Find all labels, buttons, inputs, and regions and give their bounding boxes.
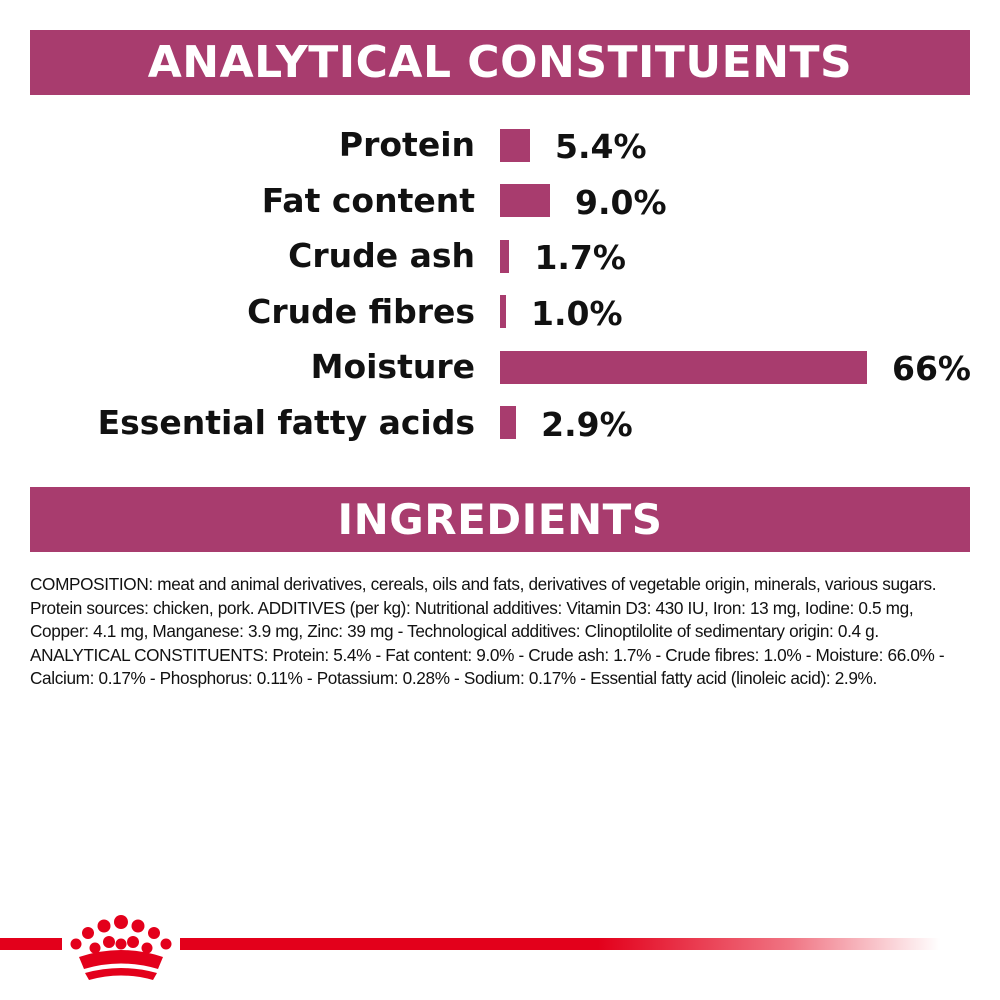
value-label-fat-content: 9.0% bbox=[575, 182, 667, 222]
bar-essential-fatty-acids bbox=[500, 406, 517, 439]
composition-text: COMPOSITION: meat and animal derivatives… bbox=[30, 574, 945, 688]
value-label-crude-fibres: 1.0% bbox=[531, 293, 623, 333]
value-label-protein: 5.4% bbox=[555, 127, 647, 166]
value-label-essential-fatty-acids: 2.9% bbox=[541, 404, 633, 444]
footer bbox=[0, 905, 1000, 985]
brand-stripe-right bbox=[180, 938, 940, 950]
category-label-essential-fatty-acids: Essential fatty acids bbox=[97, 402, 475, 442]
bar-crude-fibres bbox=[500, 295, 506, 328]
bar-protein bbox=[500, 128, 531, 162]
category-label-moisture: Moisture bbox=[310, 347, 475, 386]
analytical-constituents-banner: ANALYTICAL CONSTITUENTS bbox=[30, 30, 970, 95]
bar-fat-content bbox=[500, 184, 551, 217]
category-label-protein: Protein bbox=[338, 125, 475, 164]
category-label-fat-content: Fat content bbox=[261, 180, 475, 220]
category-label-crude-fibres: Crude fibres bbox=[247, 291, 475, 331]
value-label-crude-ash: 1.7% bbox=[534, 238, 626, 277]
analytical-constituents-title: ANALYTICAL CONSTITUENTS bbox=[147, 37, 853, 88]
bar-moisture bbox=[500, 350, 867, 384]
analytical-constituents-chart: Protein 5.4% Fat content 9.0% Crude ash 1.7% C… bbox=[0, 115, 1000, 460]
ingredients-title: INGREDIENTS bbox=[337, 495, 663, 544]
ingredients-banner: INGREDIENTS bbox=[30, 487, 970, 552]
crown-icon bbox=[70, 915, 172, 980]
category-label-crude-ash: Crude ash bbox=[288, 236, 475, 275]
brand-stripe-left bbox=[0, 938, 62, 950]
bar-crude-ash bbox=[500, 239, 510, 273]
value-label-moisture: 66% bbox=[892, 349, 971, 388]
